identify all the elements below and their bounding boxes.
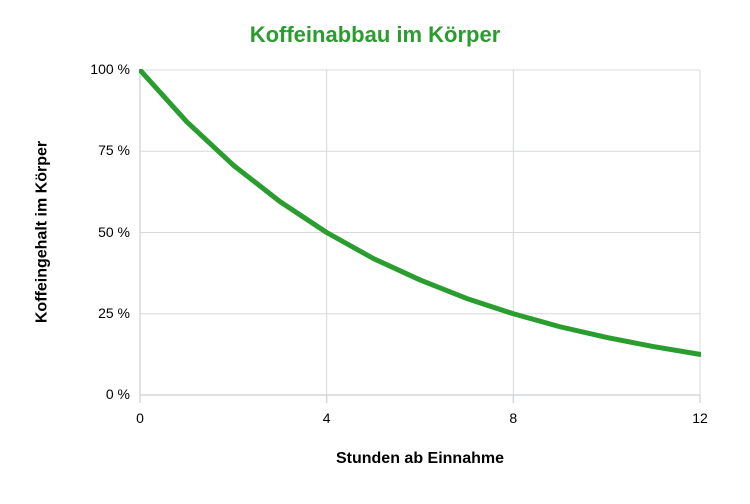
x-tick-label: 0 — [120, 410, 160, 426]
x-tick-label: 8 — [493, 410, 533, 426]
y-tick-label: 100 % — [90, 61, 130, 77]
x-tick-label: 12 — [680, 410, 720, 426]
chart-title: Koffeinabbau im Körper — [0, 22, 750, 48]
chart-container: Koffeinabbau im Körper Koffeingehalt im … — [0, 0, 750, 504]
x-tick-label: 4 — [307, 410, 347, 426]
y-tick-label: 0 % — [106, 386, 130, 402]
chart-plot-area — [139, 69, 701, 406]
x-axis-label: Stunden ab Einnahme — [140, 450, 700, 468]
y-tick-label: 25 % — [98, 305, 130, 321]
y-axis-label: Koffeingehalt im Körper — [33, 69, 51, 394]
y-tick-label: 75 % — [98, 142, 130, 158]
y-tick-label: 50 % — [98, 224, 130, 240]
